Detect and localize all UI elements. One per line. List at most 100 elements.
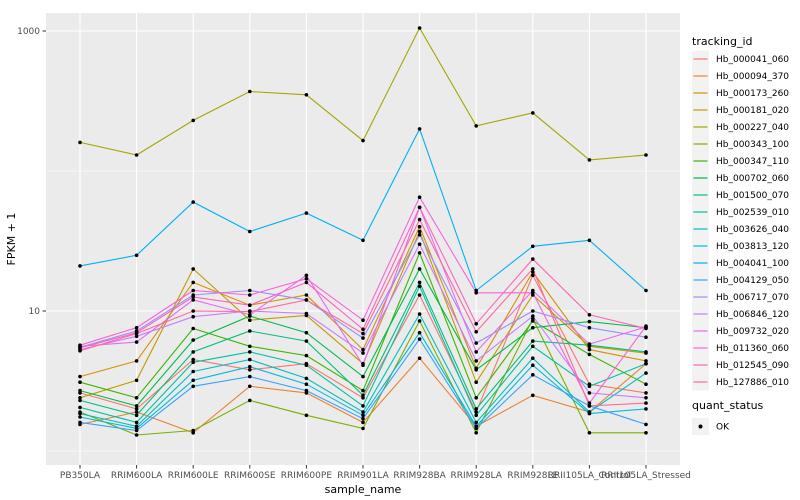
data-point	[134, 433, 139, 437]
x-tick-label: RRIM928BA	[393, 471, 446, 481]
data-point	[361, 410, 365, 414]
data-point	[531, 270, 535, 274]
data-point	[304, 363, 309, 368]
data-point	[191, 288, 195, 293]
data-point	[248, 374, 252, 379]
data-point	[417, 337, 422, 341]
legend-entry: Hb_000181_020	[692, 101, 789, 119]
legend-quant-status-title: quant_status	[692, 399, 764, 412]
legend-entry: Hb_000094_370	[692, 67, 789, 85]
legend-entry-label: Hb_011360_060	[716, 344, 789, 354]
data-point	[587, 347, 592, 352]
legend-entry-label: Hb_004041_100	[716, 259, 789, 269]
data-point	[134, 420, 139, 425]
data-point	[587, 384, 592, 389]
data-point	[134, 396, 139, 400]
data-point	[248, 368, 252, 372]
legend-entry: Hb_006717_070	[692, 288, 789, 306]
data-point	[248, 318, 252, 323]
series-points-Hb_000702_060	[78, 267, 648, 408]
legend-entry-label: Hb_127886_010	[716, 378, 789, 388]
data-point	[304, 93, 309, 97]
data-point	[191, 295, 195, 299]
data-point	[361, 238, 365, 243]
data-point	[304, 273, 309, 278]
data-point	[474, 341, 479, 345]
data-point	[474, 396, 479, 400]
data-point	[134, 253, 139, 258]
legend-entry: Hb_000227_040	[692, 118, 789, 136]
series-points-Hb_000343_100	[78, 317, 648, 437]
data-point	[531, 309, 535, 313]
data-point	[417, 26, 422, 30]
legend-entry: Hb_006846_120	[692, 305, 789, 323]
data-point	[587, 319, 592, 324]
data-point	[361, 420, 365, 425]
legend-entry-label: Hb_012545_090	[716, 361, 789, 371]
legend-entry-label: Hb_000094_370	[716, 72, 789, 82]
data-point	[134, 404, 139, 408]
data-point	[531, 363, 535, 368]
data-point	[531, 273, 535, 278]
y-tick-label: 10	[29, 307, 41, 317]
data-point	[474, 291, 479, 295]
data-point	[361, 393, 365, 398]
data-point	[531, 344, 535, 349]
legend-entry-label: Hb_000702_060	[716, 174, 789, 184]
legend-entry: Hb_000173_260	[692, 84, 789, 102]
legend-entry: Hb_003813_120	[692, 237, 789, 255]
data-point	[191, 384, 195, 389]
data-point	[191, 369, 195, 374]
x-tick-label: RRIM600SE	[224, 471, 276, 481]
data-point	[78, 374, 82, 379]
x-tick-label: RRIM928LE	[507, 471, 558, 481]
data-point	[644, 431, 648, 435]
legend-entry: Hb_000347_110	[692, 152, 789, 170]
data-point	[248, 350, 252, 354]
data-point	[361, 426, 365, 431]
data-point	[134, 331, 139, 336]
data-point	[248, 309, 252, 314]
legend-entry-label: Hb_004129_050	[716, 276, 789, 286]
data-point	[304, 211, 309, 215]
data-point	[531, 339, 535, 343]
data-point	[248, 398, 252, 403]
data-point	[361, 396, 365, 400]
data-point	[531, 111, 535, 115]
data-point	[191, 360, 195, 365]
data-point	[644, 382, 648, 387]
data-point	[191, 338, 195, 342]
data-point	[644, 396, 648, 400]
data-point	[134, 340, 139, 344]
y-tick-label: 1000	[17, 27, 40, 37]
data-point	[361, 331, 365, 336]
legend-entry: Hb_009732_020	[692, 322, 789, 340]
data-point	[304, 376, 309, 381]
data-point	[417, 284, 422, 289]
legend-entry-label: Hb_002539_010	[716, 208, 789, 218]
data-point	[644, 359, 648, 363]
legend-entry: Hb_004129_050	[692, 271, 789, 289]
x-tick-label: RRIM928LA	[450, 471, 502, 481]
x-axis-title: sample_name	[325, 483, 402, 496]
data-point	[474, 368, 479, 372]
legend-entry-label: Hb_000173_260	[716, 89, 789, 99]
data-point	[531, 319, 535, 323]
data-point	[191, 314, 195, 319]
data-point	[248, 303, 252, 308]
legend-entry-label: Hb_003626_040	[716, 225, 789, 235]
legend-quant-status-ok-label: OK	[716, 423, 730, 433]
data-point	[474, 330, 479, 334]
data-point	[78, 396, 82, 400]
data-point	[304, 353, 309, 358]
legend-entry: Hb_127886_010	[692, 373, 789, 391]
series-points-Hb_000347_110	[78, 251, 648, 400]
data-point	[134, 378, 139, 383]
data-point	[134, 407, 139, 411]
data-point	[474, 410, 479, 414]
data-point	[78, 264, 82, 268]
data-point	[587, 158, 592, 162]
legend-entry-label: Hb_001500_070	[716, 191, 789, 201]
data-point	[587, 391, 592, 395]
legend-entry: Hb_011360_060	[692, 339, 789, 357]
